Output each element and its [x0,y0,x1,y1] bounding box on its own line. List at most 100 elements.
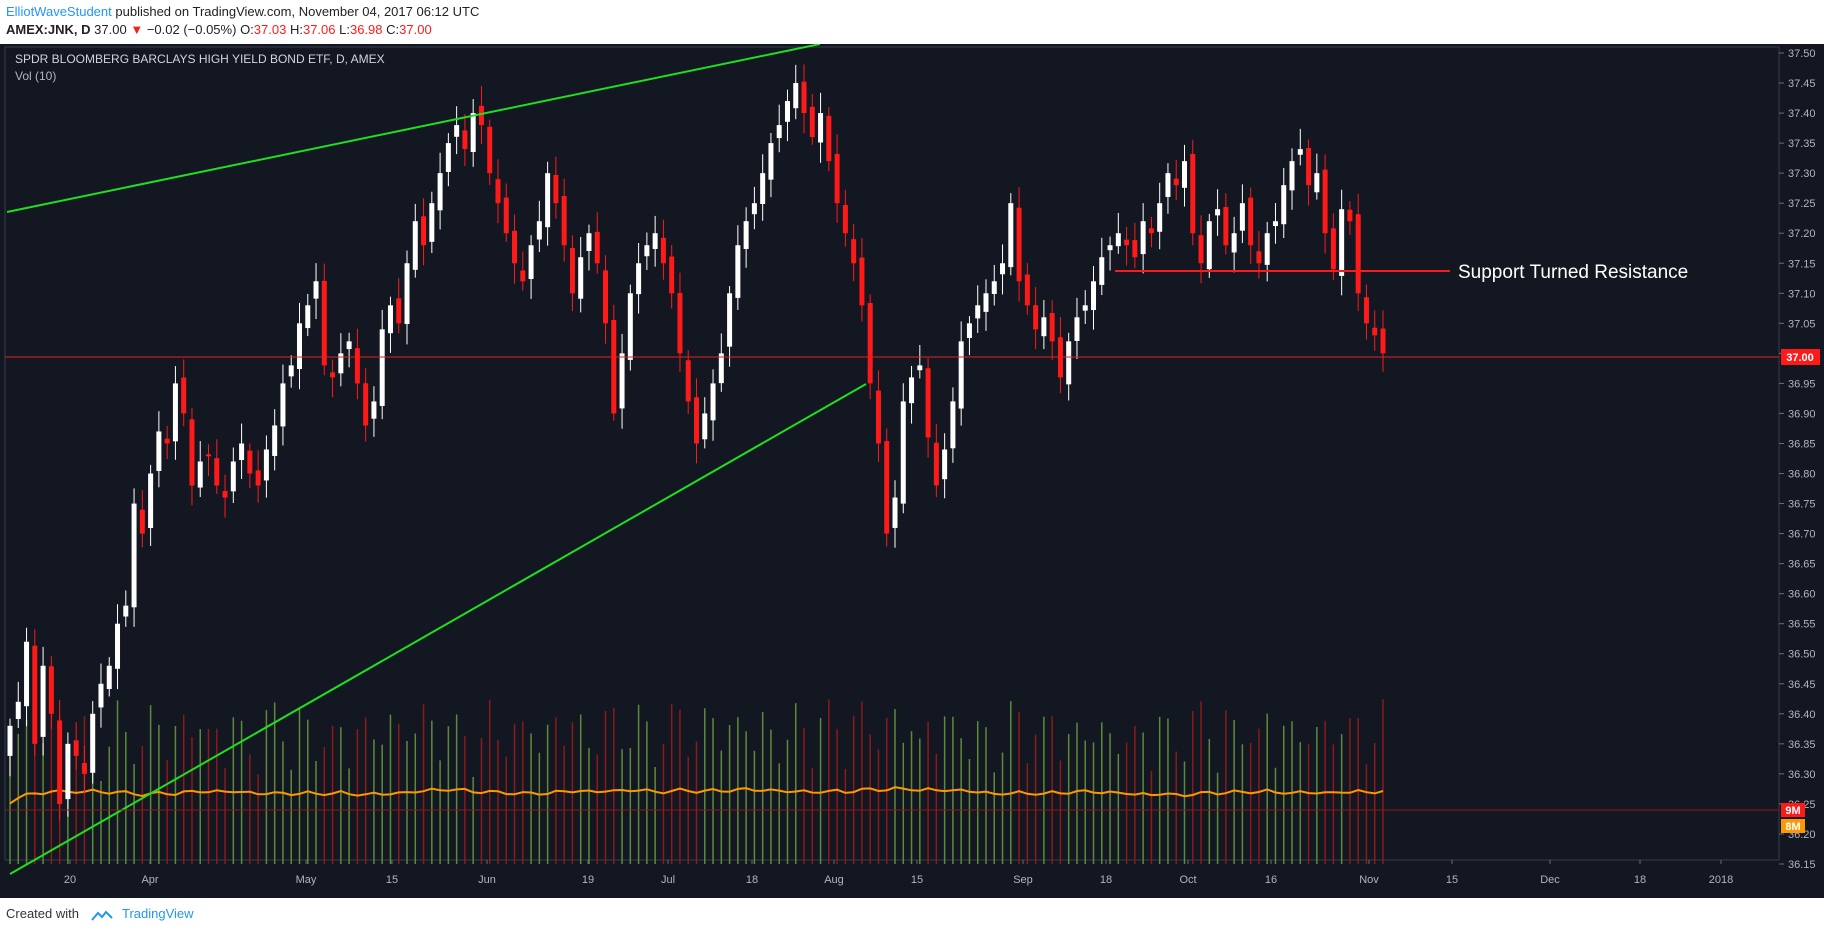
candle-body [950,401,956,449]
time-tick-label: Aug [824,874,844,886]
candle-body [760,173,766,204]
publication-line: ElliotWaveStudent published on TradingVi… [6,4,479,19]
price-tick-label: 37.25 [1788,198,1816,210]
candle-body [569,248,575,294]
price-chart[interactable]: 37.50 37.45 37.40 37.35 37.30 37.25 37.20 37.15… [0,43,1824,898]
candle-body [495,179,501,204]
candle-body [1066,341,1072,385]
close-value: 37.00 [399,22,432,37]
candle-body [412,221,418,270]
candle-body [123,605,129,617]
candle-body [181,377,187,414]
time-tick-label: 15 [1446,874,1458,886]
time-tick-label: 2018 [1709,874,1733,886]
candle-body [1380,328,1386,354]
candle-body [512,230,518,264]
price-tick-label: 36.80 [1788,469,1816,481]
high-value: 37.06 [302,22,336,37]
open-value: 37.03 [253,22,287,37]
lower-trendline[interactable] [9,383,867,875]
candle-body [379,329,385,406]
tradingview-link[interactable]: TradingView [122,906,194,921]
candle-body [801,81,807,114]
candle-body [1124,239,1130,246]
candle-body [371,401,377,419]
time-axis[interactable]: 20 Apr May 15 Jun 19 Jul 18 Aug 15 Sep 18 Oct 16 Nov 15… [64,860,1733,886]
high-label: H: [289,22,303,37]
time-tick-label: Jul [661,874,675,886]
author-link[interactable]: ElliotWaveStudent [6,4,112,19]
candle-body [561,195,567,246]
candle-body [487,126,493,174]
candle-body [942,449,948,480]
candle-body [272,425,278,456]
candle-body [975,305,981,319]
candle-body [1347,209,1353,222]
price-tick-label: 36.95 [1788,378,1816,390]
created-with-line: Created with TradingView [6,906,194,921]
time-tick-label: 15 [911,874,923,886]
candle-body [578,257,584,299]
candle-body [710,383,716,421]
candle-body [305,305,311,329]
price-change: −0.02 (−0.05%) [146,22,237,37]
candle-body [172,383,178,442]
upper-trendline[interactable] [6,43,821,213]
price-tick-label: 37.05 [1788,318,1816,330]
price-tick-label: 36.90 [1788,408,1816,420]
published-text: published on TradingView.com, November 0… [115,4,480,19]
candle-body [222,491,228,498]
candle-body [594,231,600,264]
candle-body [536,221,542,240]
resistance-annotation: Support Turned Resistance [1458,262,1688,283]
volume-indicator-label: Vol (10) [15,69,56,83]
time-tick-label: Apr [141,874,158,886]
candle-body [1198,235,1204,264]
candle-body [32,645,38,744]
candle-body [1272,221,1278,227]
candle-body [230,461,236,492]
candle-body [528,245,534,280]
candle-body [1157,203,1163,232]
candle-body [40,665,46,737]
candle-body [727,293,733,347]
time-tick-label: Dec [1540,874,1560,886]
price-axis[interactable]: 37.50 37.45 37.40 37.35 37.30 37.25 37.20 37.15… [1779,48,1816,871]
time-tick-label: 19 [582,874,594,886]
candle-body [478,105,484,126]
price-tick-label: 36.75 [1788,499,1816,511]
candle-body [7,725,13,756]
candle-body [280,383,286,427]
candle-body [1099,257,1105,285]
candle-body [1314,173,1320,193]
candle-body [330,372,336,378]
candle-body [1165,173,1171,197]
chart-panel[interactable]: 37.50 37.45 37.40 37.35 37.30 37.25 37.20 37.15… [0,43,1824,898]
candle-body [346,341,352,350]
candle-body [1082,305,1088,311]
candle-body [15,701,21,720]
candle-body [1140,221,1146,255]
candle-body [1008,203,1014,268]
time-tick-label: 18 [746,874,758,886]
candle-body [1256,251,1262,264]
created-with-text: Created with [6,906,79,921]
candle-body [875,390,881,444]
candle-body [735,245,741,298]
time-tick-label: 16 [1265,874,1277,886]
candle-body [1289,161,1295,191]
candle-body [925,368,931,438]
candle-body [73,740,79,756]
candle-body [851,239,857,264]
candle-body [768,143,774,180]
price-tick-label: 37.50 [1788,48,1816,60]
volume-ma-line [9,786,1384,805]
candle-body [470,113,476,153]
plot-frame [4,46,1780,861]
candle-body [156,431,162,471]
price-tick-label: 37.10 [1788,288,1816,300]
candle-body [1132,240,1138,258]
candle-body [445,143,451,172]
candle-body [437,173,443,211]
candle-body [247,450,253,474]
